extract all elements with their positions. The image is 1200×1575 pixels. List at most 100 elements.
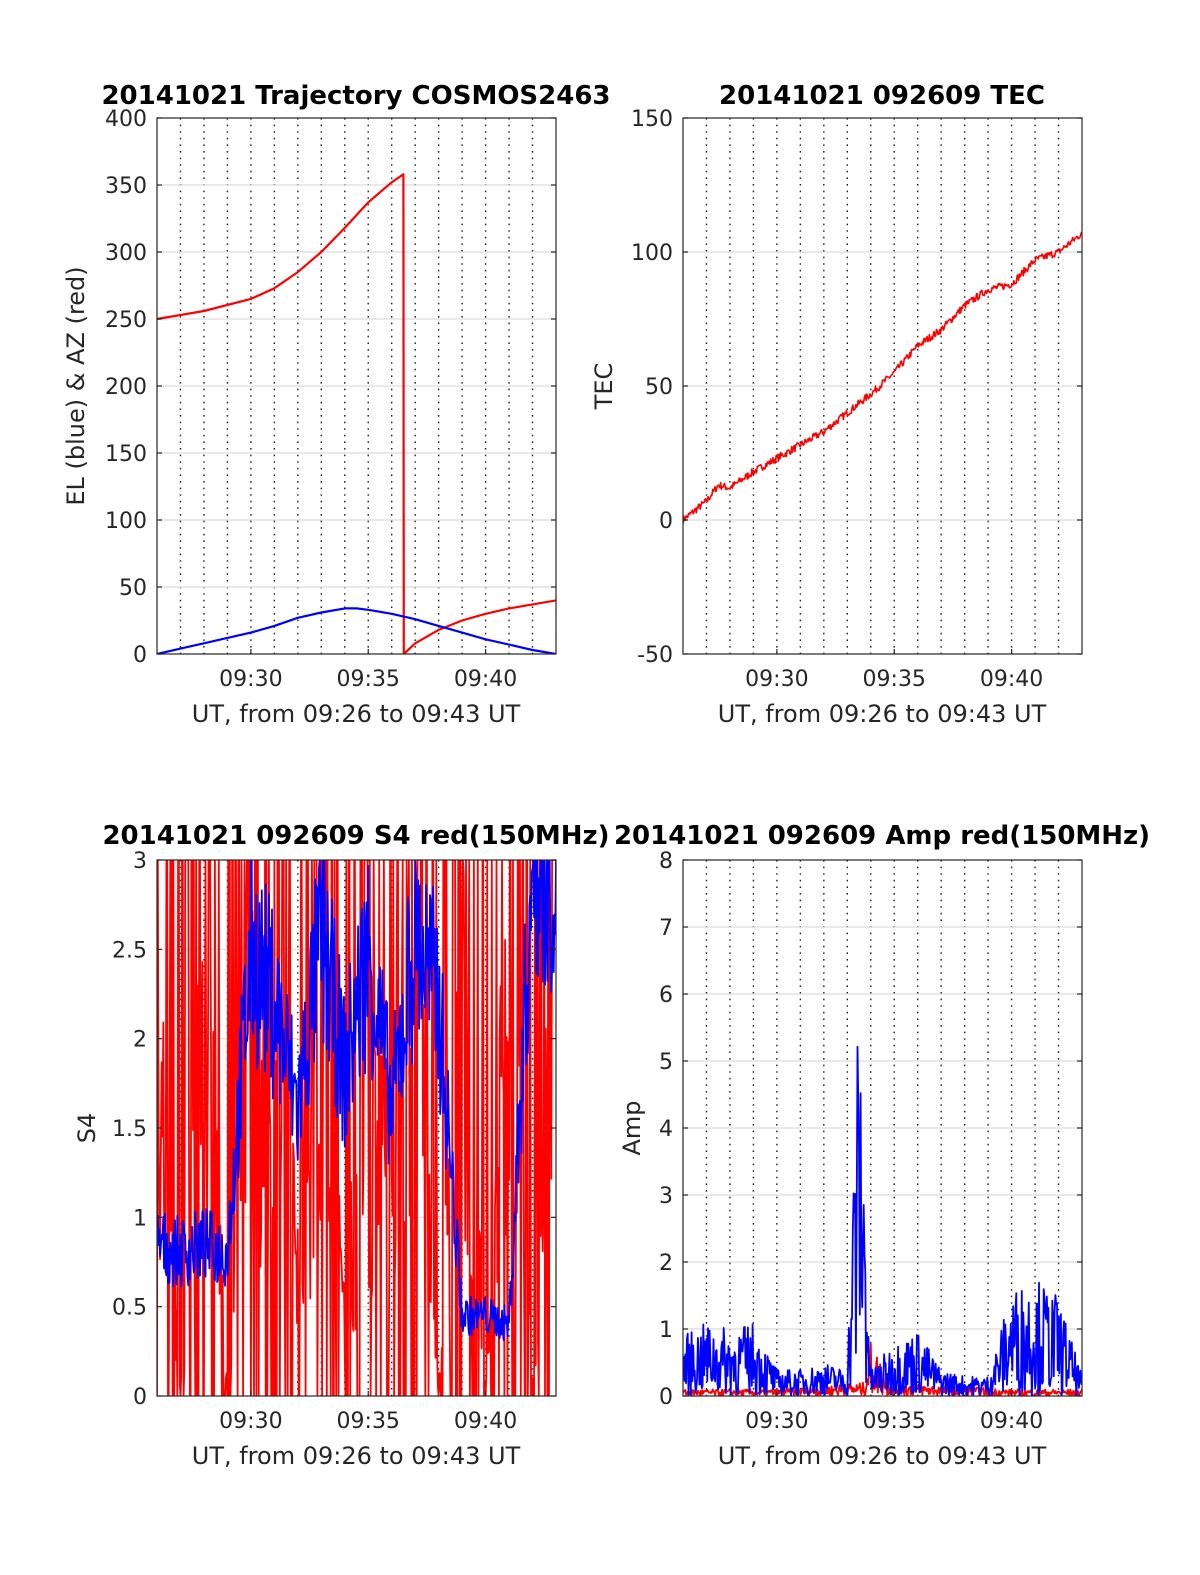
data-point: [485, 1315, 487, 1317]
y-tick-label: 1: [133, 1206, 147, 1231]
x-tick-labels: 09:30 09:35 09:40: [745, 649, 1043, 692]
data-point: [729, 1328, 731, 1330]
data-point: [858, 966, 860, 968]
data-point: [485, 613, 487, 615]
data-point: [1058, 1295, 1060, 1297]
data-point: [391, 182, 393, 184]
series-group: [683, 966, 1082, 1396]
data-point: [180, 1252, 182, 1254]
data-point: [870, 1342, 872, 1344]
data-point: [753, 1322, 755, 1324]
data-point: [1058, 1389, 1060, 1391]
data-point: [438, 1002, 440, 1004]
data-point: [862, 1382, 864, 1384]
x-tick-label: 09:35: [337, 1409, 400, 1434]
data-point: [1011, 1288, 1013, 1290]
chart-title: 20141021 092609 S4 red(150MHz): [102, 821, 609, 851]
data-point: [508, 644, 510, 646]
data-point: [391, 613, 393, 615]
x-tick-label: 09:40: [980, 1409, 1043, 1434]
data-point: [870, 393, 872, 395]
y-tick-label: 7: [659, 916, 673, 941]
x-tick-label: 09:35: [863, 667, 926, 692]
series-line-red: [683, 1343, 1082, 1396]
series-line-red: [683, 232, 1082, 524]
series-group: [683, 232, 1082, 524]
data-point: [532, 649, 534, 651]
data-point: [461, 1315, 463, 1317]
x-tick-label: 09:30: [745, 1409, 808, 1434]
y-tick-label: 100: [631, 241, 673, 266]
data-point: [1011, 283, 1013, 285]
panel-amp: 20141021 092609 Amp red(150MHz) 0 1 2 3 4 5 6 7…: [614, 821, 1150, 1470]
y-tick-label: 0.5: [112, 1296, 147, 1321]
data-point: [227, 1252, 229, 1254]
data-point: [461, 620, 463, 622]
y-tick-label: 250: [105, 308, 147, 333]
data-point: [1034, 1389, 1036, 1391]
data-point: [297, 1163, 299, 1165]
x-tick-label: 09:40: [454, 1409, 517, 1434]
x-tick-labels: 09:30 09:35 09:40: [219, 649, 517, 692]
data-point: [227, 637, 229, 639]
y-axis-label: EL (blue) & AZ (red): [62, 266, 90, 505]
chart-title: 20141021 092609 TEC: [719, 81, 1045, 111]
data-point: [203, 310, 205, 312]
x-tick-label: 09:35: [863, 1409, 926, 1434]
chart-title: 20141021 092609 Amp red(150MHz): [614, 821, 1150, 851]
data-point: [823, 431, 825, 433]
data-point: [391, 1109, 393, 1111]
data-point: [274, 287, 276, 289]
data-point: [367, 609, 369, 611]
data-point: [1034, 259, 1036, 261]
data-point: [250, 632, 252, 634]
series-line-blue: [683, 1045, 1082, 1396]
series-line-blue: [157, 860, 556, 1341]
series-line-blue: [157, 607, 556, 654]
data-point: [706, 1322, 708, 1324]
data-point: [344, 1270, 346, 1272]
grid: [157, 118, 556, 654]
data-point: [917, 345, 919, 347]
data-point: [893, 372, 895, 374]
y-axis-label: TEC: [590, 363, 618, 411]
data-point: [356, 608, 358, 610]
data-point: [461, 632, 463, 634]
data-point: [274, 1002, 276, 1004]
data-point: [203, 643, 205, 645]
y-tick-label: 0: [133, 1385, 147, 1410]
x-tick-label: 09:30: [219, 1409, 282, 1434]
data-point: [403, 174, 405, 176]
data-point: [297, 1109, 299, 1111]
data-point: [321, 612, 323, 614]
y-tick-label: 6: [659, 983, 673, 1008]
data-point: [706, 500, 708, 502]
data-point: [870, 1368, 872, 1370]
data-point: [274, 1127, 276, 1129]
y-tick-labels: 0 1 2 3 4 5 6 7 8: [659, 849, 1082, 1410]
data-point: [485, 639, 487, 641]
data-point: [987, 1375, 989, 1377]
y-tick-label: 1: [659, 1318, 673, 1343]
data-point: [367, 1074, 369, 1076]
y-tick-label: 2: [133, 1028, 147, 1053]
data-point: [203, 1243, 205, 1245]
x-tick-label: 09:40: [454, 667, 517, 692]
data-point: [180, 648, 182, 650]
y-tick-label: 150: [105, 442, 147, 467]
data-point: [508, 608, 510, 610]
data-point: [250, 949, 252, 951]
y-tick-label: 50: [645, 375, 673, 400]
y-tick-label: -50: [637, 643, 673, 668]
y-tick-label: 0: [133, 643, 147, 668]
y-tick-label: 4: [659, 1117, 673, 1142]
data-point: [964, 1375, 966, 1377]
data-point: [753, 471, 755, 473]
data-point: [940, 1368, 942, 1370]
data-point: [508, 1324, 510, 1326]
x-tick-labels: 09:30 09:35 09:40: [745, 1391, 1043, 1434]
y-tick-label: 0: [659, 1385, 673, 1410]
data-point: [717, 484, 719, 486]
data-point: [776, 458, 778, 460]
y-tick-label: 50: [119, 576, 147, 601]
